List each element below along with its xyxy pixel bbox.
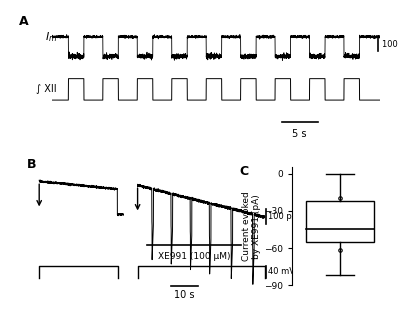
Text: C: C	[239, 165, 248, 178]
Text: ∫ XII: ∫ XII	[36, 84, 57, 94]
Text: 100 pA: 100 pA	[268, 212, 298, 221]
Text: A: A	[19, 15, 29, 28]
Text: 40 mV: 40 mV	[268, 267, 295, 276]
Bar	[306, 201, 374, 242]
Text: B: B	[27, 158, 37, 171]
Text: 10 s: 10 s	[174, 290, 195, 299]
Text: 5 s: 5 s	[292, 129, 307, 139]
Text: $I_m$: $I_m$	[45, 30, 57, 44]
Text: 100 pA: 100 pA	[382, 40, 400, 49]
Y-axis label: Current evoked
by XE991 (pA): Current evoked by XE991 (pA)	[242, 191, 261, 261]
Text: XE991 (100 μM): XE991 (100 μM)	[158, 252, 230, 261]
